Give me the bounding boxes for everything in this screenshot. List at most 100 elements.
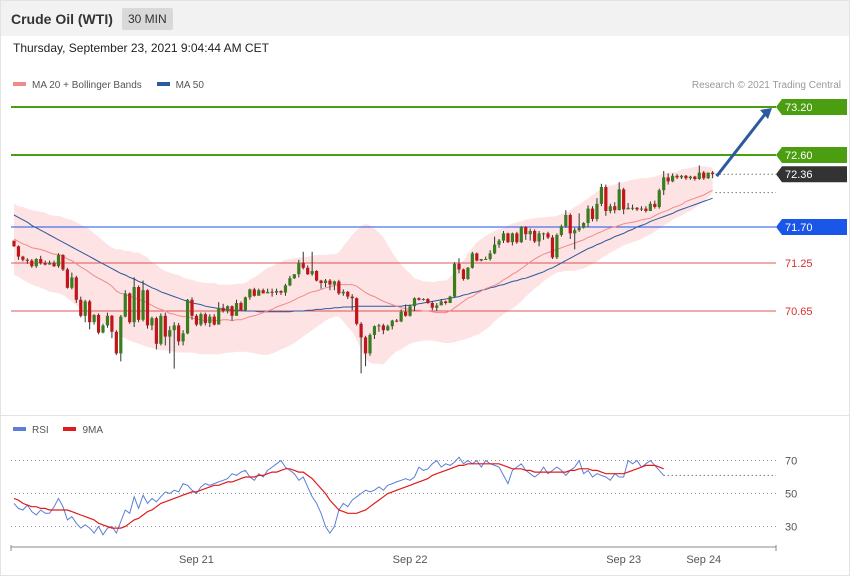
candle-body: [666, 177, 670, 182]
bollinger-band: [14, 166, 713, 365]
candle-body: [114, 331, 118, 354]
candle-body: [150, 318, 154, 326]
rsi-ma-swatch: [63, 427, 77, 432]
rsi-line: [13, 456, 665, 536]
candle-body: [270, 291, 274, 293]
interval-badge[interactable]: 30 MIN: [122, 8, 173, 30]
candle-body: [110, 315, 114, 332]
candle-body: [577, 227, 581, 231]
level-tag-label-72.60: 72.60: [785, 150, 813, 162]
candle-body: [363, 337, 368, 354]
candle-body: [510, 233, 514, 243]
candle-body: [599, 187, 603, 204]
candle-body: [359, 323, 363, 338]
timestamp: Thursday, September 23, 2021 9:04:44 AM …: [13, 41, 269, 55]
candle-body: [70, 277, 74, 288]
candle-body: [16, 246, 21, 257]
candle-body: [39, 259, 43, 263]
legend-item-rsi-ma: 9MA: [63, 425, 103, 436]
candle-body: [328, 280, 332, 285]
candle-body: [417, 298, 421, 300]
candle-body: [444, 301, 448, 303]
candle-body: [288, 278, 292, 286]
candle-body: [662, 177, 666, 191]
candle-body: [559, 226, 563, 235]
candle-body: [711, 172, 715, 175]
candle-body: [65, 269, 69, 288]
candle-body: [279, 291, 283, 293]
candle-body: [319, 280, 323, 283]
rsi-tick-label-50: 50: [785, 489, 797, 501]
candle-body: [550, 237, 555, 258]
candle-body: [177, 325, 181, 342]
candle-body: [163, 315, 167, 337]
candle-body: [377, 325, 381, 327]
candle-body: [119, 316, 123, 354]
level-label-71.25: 71.25: [785, 258, 813, 270]
ma50-line: [13, 197, 713, 313]
rsi-swatch: [13, 427, 26, 432]
candle-body: [604, 187, 608, 211]
legend-label-ma20: MA 20 + Bollinger Bands: [32, 80, 142, 91]
candle-body: [421, 299, 425, 300]
candle-body: [25, 259, 29, 261]
candle-body: [199, 314, 203, 325]
candle-body: [83, 301, 87, 316]
candle-body: [639, 208, 644, 210]
candle-body: [226, 306, 230, 311]
candle-body: [88, 301, 92, 323]
candle-body: [404, 311, 408, 316]
chart-header: Crude Oil (WTI) 30 MIN: [1, 1, 849, 36]
candle-body: [533, 231, 537, 242]
level-tag-73.20: [776, 99, 847, 115]
candle-body: [128, 293, 132, 323]
x-tick-label-2: Sep 23: [606, 554, 641, 566]
level-tag-label-71.70: 71.70: [785, 222, 813, 234]
candle-body: [470, 253, 474, 268]
legend-label-ma50: MA 50: [175, 80, 204, 91]
candle-body: [230, 306, 234, 316]
candle-body: [332, 281, 336, 285]
copyright-note: Research © 2021 Trading Central: [691, 80, 841, 91]
candle-body: [657, 190, 661, 207]
candle-body: [261, 290, 265, 294]
candle-body: [635, 207, 639, 210]
candle-body: [301, 263, 305, 268]
ma20-swatch: [13, 82, 26, 87]
candle-body: [679, 175, 684, 178]
candle-body: [617, 189, 621, 211]
candle-body: [613, 206, 617, 211]
rsi-tick-label-30: 30: [785, 522, 797, 534]
legend-item-rsi: RSI: [13, 425, 49, 436]
x-tick-label-0: Sep 21: [179, 554, 214, 566]
candle-body: [337, 281, 341, 294]
candle-body: [608, 206, 612, 211]
candle-body: [501, 233, 506, 241]
level-tag-label-72.36: 72.36: [785, 169, 813, 181]
candle-body: [426, 299, 430, 303]
candle-body: [306, 267, 310, 275]
candle-body: [546, 233, 550, 238]
candle-body: [310, 271, 314, 275]
candle-body: [185, 299, 190, 334]
candle-body: [368, 335, 372, 354]
candle-body: [257, 290, 261, 296]
level-label-70.65: 70.65: [785, 306, 813, 318]
candle-body: [203, 314, 207, 323]
candle-body: [74, 277, 78, 300]
level-tag-71.70: [776, 219, 847, 235]
candle-body: [30, 260, 34, 267]
candle-body: [461, 269, 466, 279]
x-tick-label-3: Sep 24: [686, 554, 721, 566]
candle-body: [706, 172, 710, 179]
candle-body: [586, 208, 590, 223]
candle-body: [479, 259, 483, 261]
x-tick-label-1: Sep 22: [393, 554, 428, 566]
candle-body: [92, 315, 96, 323]
candle-body: [395, 320, 399, 322]
candle-body: [644, 208, 648, 211]
candle-body: [283, 285, 288, 293]
candle-body: [582, 223, 586, 228]
candle-body: [274, 291, 279, 293]
